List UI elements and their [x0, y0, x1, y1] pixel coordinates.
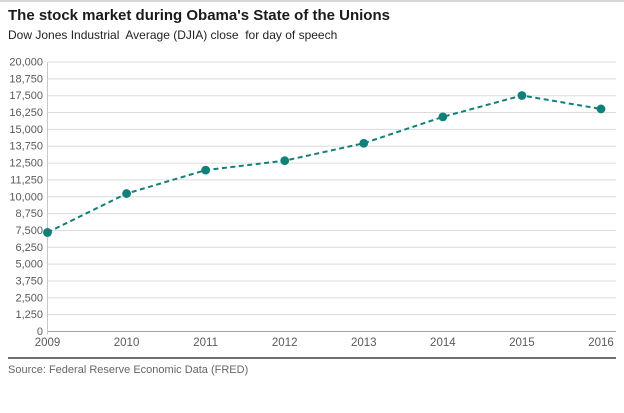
- window-top-edge: [0, 0, 624, 2]
- chart-title: The stock market during Obama's State of…: [8, 7, 390, 24]
- y-axis-tick-label: 1,250: [15, 309, 43, 321]
- x-axis-tick-label: 2011: [193, 337, 218, 349]
- data-point: [438, 112, 448, 122]
- x-axis-tick-label: 2009: [35, 337, 61, 349]
- y-axis-tick-label: 11,250: [10, 174, 43, 186]
- data-point: [596, 104, 606, 114]
- y-axis-tick-label: 12,500: [9, 158, 43, 170]
- data-point: [43, 228, 52, 237]
- y-axis-tick-label: 6,250: [15, 242, 43, 254]
- y-axis-tick-label: 20,000: [9, 57, 43, 69]
- x-axis-tick-label: 2010: [114, 337, 140, 349]
- chart-subtitle: Dow Jones Industrial Average (DJIA) clos…: [8, 28, 338, 42]
- y-axis-tick-label: 0: [37, 326, 43, 338]
- y-axis-tick-label: 5,000: [15, 259, 43, 271]
- y-axis-tick-label: 16,250: [9, 107, 43, 119]
- source-text: Source: Federal Reserve Economic Data (F…: [8, 364, 249, 376]
- y-axis-tick-label: 18,750: [9, 73, 43, 85]
- data-point: [201, 165, 211, 175]
- footer-divider: [8, 357, 616, 359]
- djia-series-line: [47, 94, 602, 234]
- data-point: [517, 91, 527, 100]
- x-axis-tick-label: 2013: [351, 337, 377, 349]
- data-point: [280, 156, 290, 166]
- x-axis-tick-label: 2014: [430, 337, 456, 349]
- y-axis-tick-label: 7,500: [15, 225, 43, 237]
- djia-line-chart: 0 1,250 2,500 3,750 5,000 6,250 7,500 8,750 10,0…: [9, 57, 616, 349]
- y-axis-tick-label: 2,500: [15, 292, 43, 304]
- y-axis-tick-label: 13,750: [9, 141, 43, 153]
- y-axis-tick-label: 17,500: [9, 90, 43, 102]
- x-axis-tick-label: 2012: [272, 337, 298, 349]
- y-axis-tick-label: 10,000: [9, 191, 43, 203]
- y-axis-tick-label: 15,000: [9, 124, 43, 136]
- x-axis-tick-label: 2015: [509, 337, 535, 349]
- data-point: [122, 189, 131, 198]
- y-axis-tick-label: 3,750: [15, 275, 43, 287]
- x-axis-tick-label: 2016: [588, 337, 614, 349]
- data-point: [359, 138, 369, 148]
- y-axis-tick-label: 8,750: [15, 208, 43, 220]
